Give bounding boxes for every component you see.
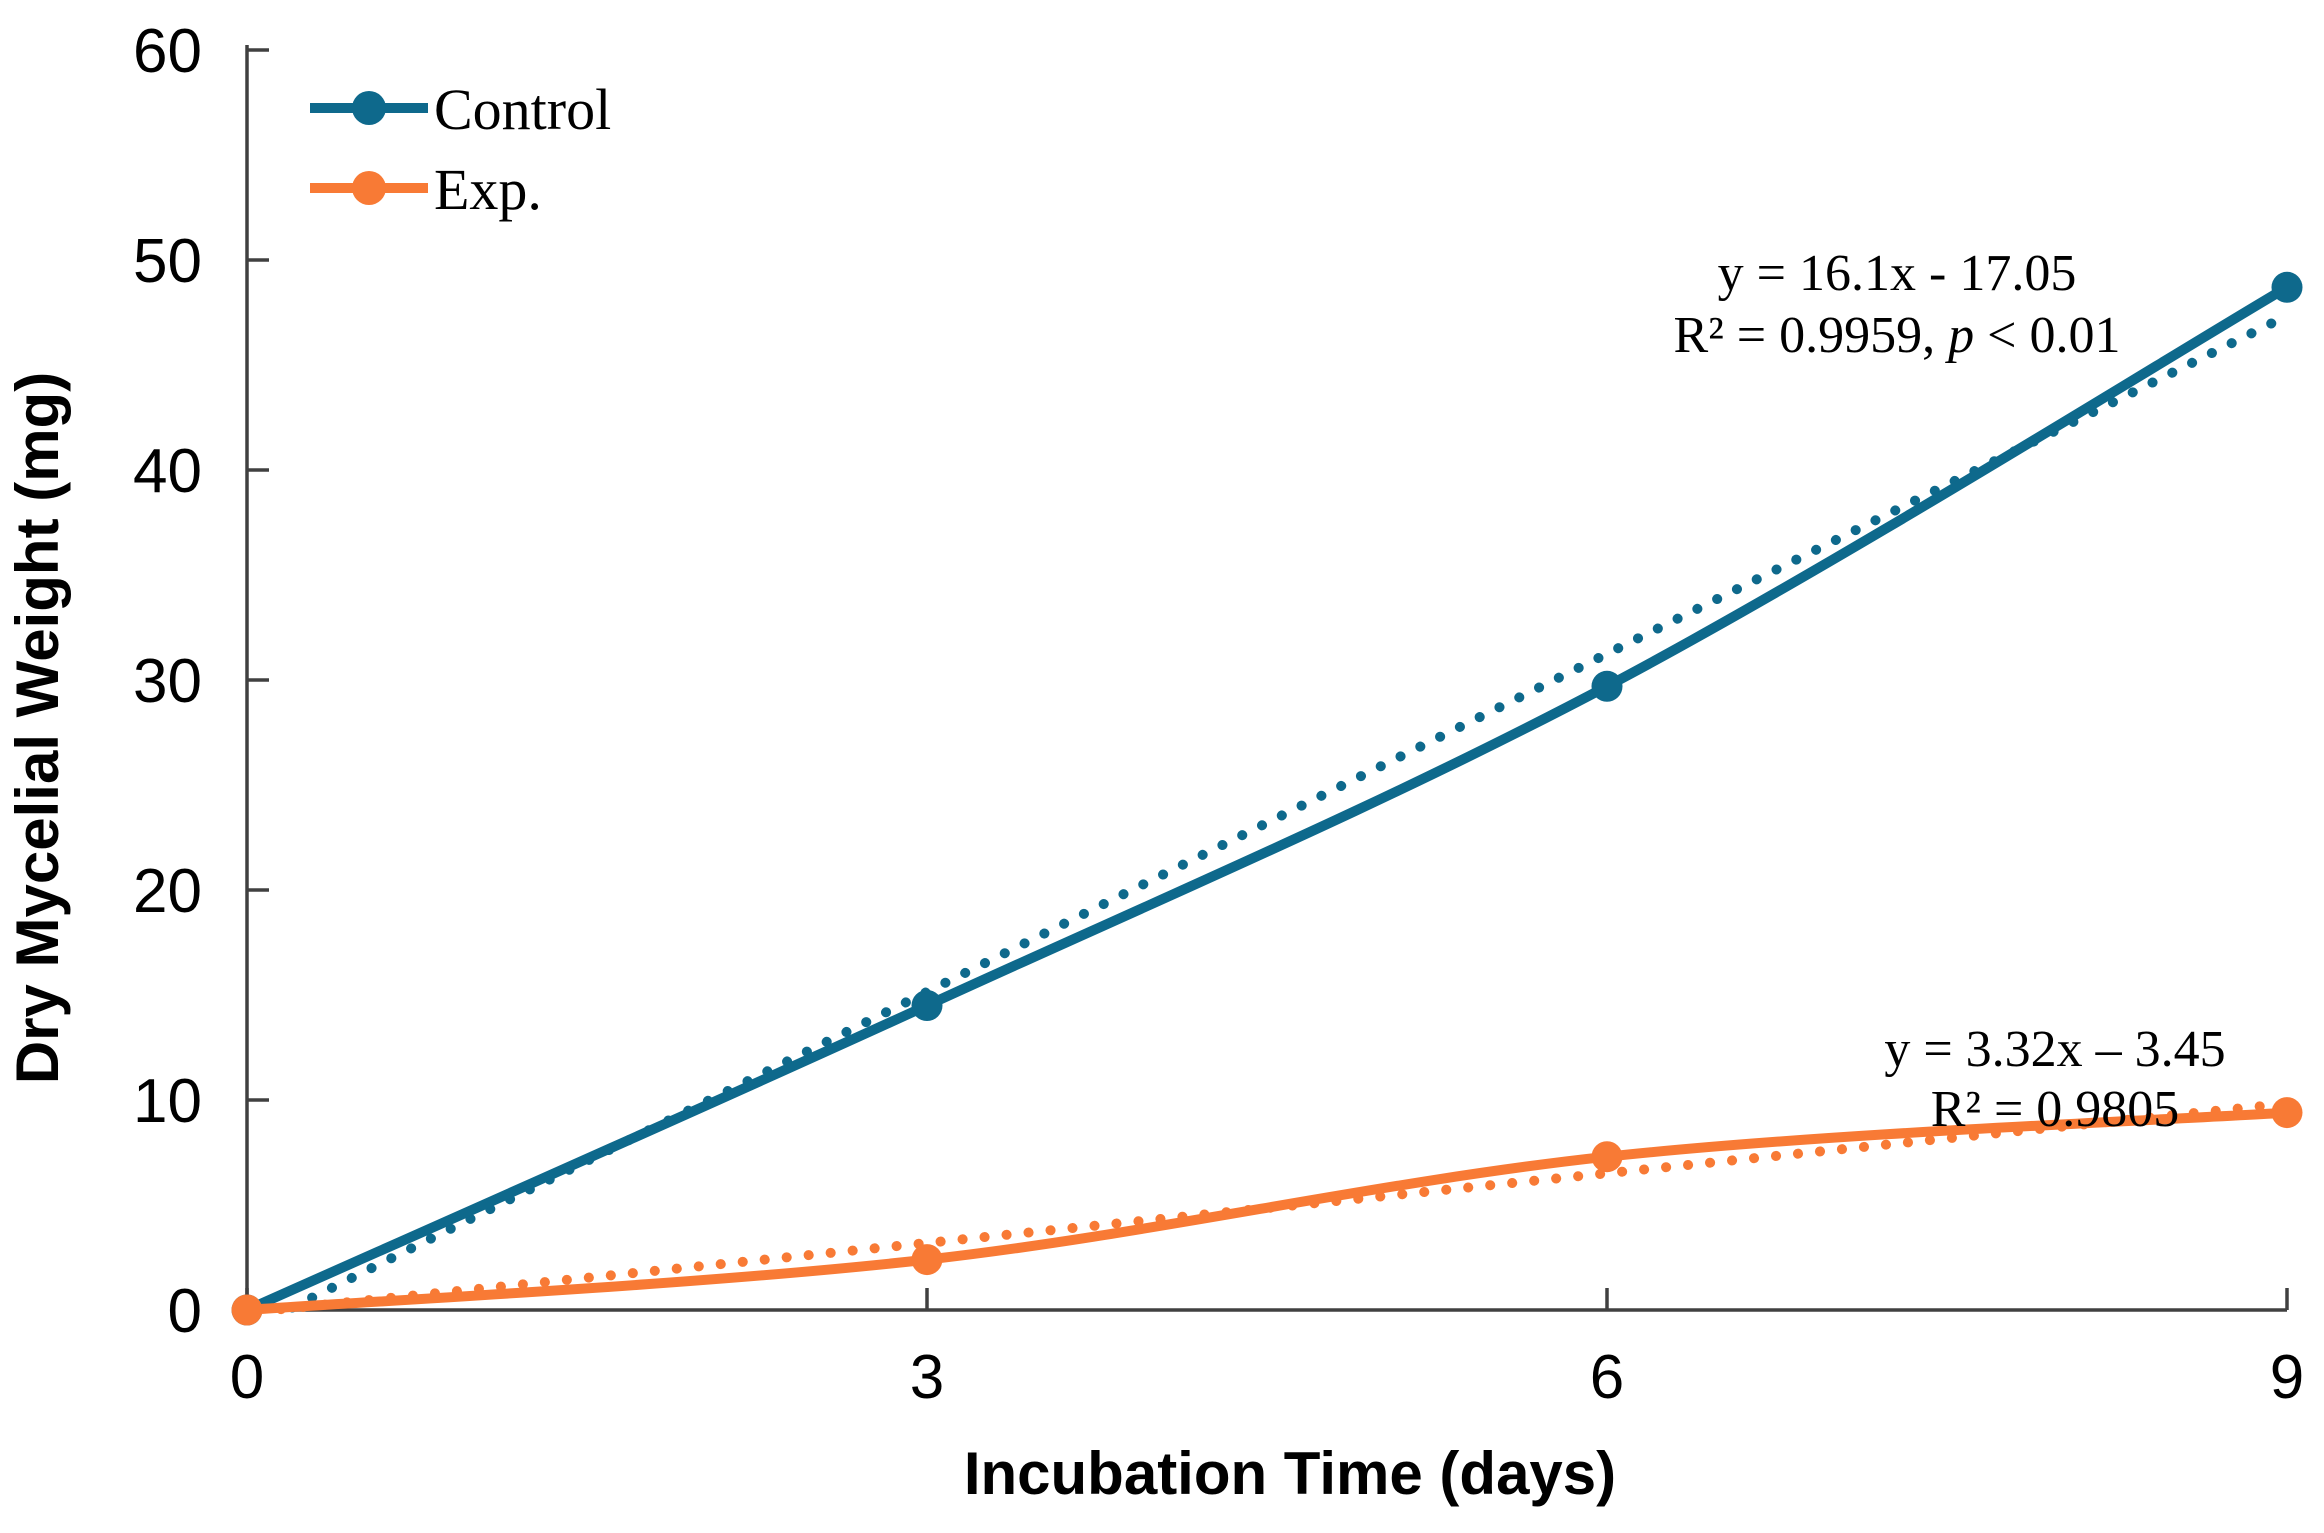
exp-regression-annotation: y = 3.32x – 3.45 R² = 0.9805 [1767, 1021, 2316, 1138]
y-tick-label: 50 [133, 227, 202, 296]
x-tick-label: 0 [230, 1343, 264, 1412]
y-tick-label: 20 [133, 857, 202, 926]
exp-data-point [231, 1294, 263, 1326]
control-r2-text: R² = 0.9959, p < 0.01 [1557, 307, 2212, 364]
exp-legend-label: Exp. [434, 157, 542, 222]
legend-item-exp: Exp. [310, 157, 542, 222]
legend: Control Exp. [310, 77, 611, 222]
x-tick-label: 9 [2270, 1343, 2304, 1412]
x-tick-label: 3 [910, 1343, 944, 1412]
exp-data-point [1591, 1141, 1623, 1173]
y-tick-label: 10 [133, 1067, 202, 1136]
exp-data-point [2271, 1097, 2303, 1129]
axes-layer: 0 10 20 30 40 50 60 0 3 6 9 [133, 17, 2304, 1412]
y-tick-label: 0 [168, 1277, 202, 1346]
x-axis-title: Incubation Time (days) [964, 1440, 1616, 1507]
control-legend-marker-icon [352, 91, 386, 125]
control-series-line [242, 282, 2292, 1315]
control-data-point [1591, 670, 1623, 702]
y-axis-title: Dry Mycelial Weight (mg) [4, 372, 71, 1084]
x-tick-label: 6 [1590, 1343, 1624, 1412]
y-tick-label: 40 [133, 437, 202, 506]
y-tick-label: 60 [133, 17, 202, 86]
exp-series-line [242, 1107, 2292, 1315]
exp-r2-text: R² = 0.9805 [1814, 1081, 2271, 1138]
exp-data-point [911, 1244, 943, 1276]
y-tick-label: 30 [133, 647, 202, 716]
legend-item-control: Control [310, 77, 611, 142]
control-regression-annotation: y = 16.1x - 17.05 R² = 0.9959, p < 0.01 [1557, 245, 2212, 364]
control-equation-text: y = 16.1x - 17.05 [1601, 245, 2168, 302]
control-data-point [911, 990, 943, 1021]
control-legend-label: Control [434, 77, 611, 142]
exp-legend-marker-icon [352, 171, 386, 205]
exp-equation-text: y = 3.32x – 3.45 [1767, 1021, 2316, 1078]
control-data-point [2271, 271, 2303, 303]
series-layer [231, 271, 2303, 1326]
exp-trendline [276, 1098, 2292, 1315]
